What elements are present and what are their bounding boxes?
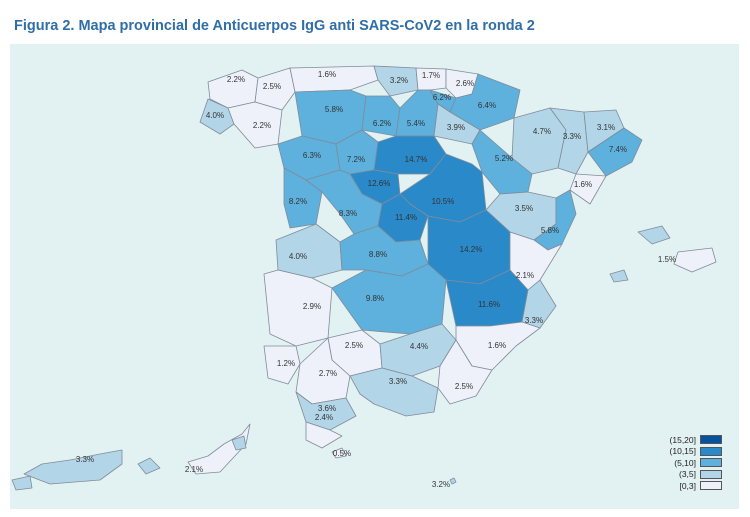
province-region	[263, 269, 333, 347]
map-panel: 2.2% 2.5% 1.6% 3.2% 1.7% 2.6% 4.0% 2.2% 5.8% 6.2%…	[10, 44, 739, 509]
province-region	[23, 449, 123, 485]
province-label: 9.8%	[366, 294, 384, 303]
province-label: 8.8%	[369, 250, 387, 259]
province-label: 2.5%	[455, 382, 473, 391]
province-label: 5.4%	[407, 119, 425, 128]
legend-entry: (3,5]	[656, 469, 726, 481]
province-label: 1.6%	[318, 70, 336, 79]
province-label: 8.2%	[289, 197, 307, 206]
province-region	[395, 89, 439, 137]
province-label: 12.6%	[368, 179, 391, 188]
province-label: 3.1%	[597, 123, 615, 132]
province-label: 0.5%	[333, 449, 351, 458]
legend-swatch	[700, 458, 722, 468]
island-shape	[231, 435, 247, 451]
province-label: 5.8%	[541, 226, 559, 235]
province-region	[289, 65, 379, 93]
province-label: 6.2%	[433, 93, 451, 102]
province-label: 6.4%	[478, 101, 496, 110]
legend-entry: (15,20]	[656, 434, 726, 446]
province-label: 2.5%	[263, 82, 281, 91]
province-region	[569, 173, 607, 205]
province-label: 1.6%	[488, 341, 506, 350]
province-label: 2.5%	[345, 341, 363, 350]
province-label: 3.5%	[515, 204, 533, 213]
province-region	[305, 421, 343, 449]
province-region	[349, 367, 439, 417]
province-label: 7.4%	[609, 145, 627, 154]
legend-entry: [0,3]	[656, 480, 726, 492]
province-region	[199, 98, 235, 135]
province-label: 2.1%	[185, 465, 203, 474]
figure-title: Figura 2. Mapa provincial de Anticuerpos…	[14, 18, 535, 34]
province-label: 2.7%	[319, 369, 337, 378]
province-label: 11.6%	[478, 300, 500, 309]
legend-swatch	[700, 469, 722, 479]
province-label: 5.2%	[495, 154, 513, 163]
province-label: 14.7%	[405, 155, 428, 164]
province-label: 7.2%	[347, 155, 365, 164]
province-region	[263, 345, 301, 385]
province-region	[339, 225, 429, 277]
province-region	[673, 247, 717, 273]
province-label: 2.2%	[227, 75, 245, 84]
province-label: 11.4%	[395, 213, 417, 222]
legend-label: (3,5]	[678, 469, 696, 480]
province-label: 2.9%	[303, 302, 321, 311]
province-label: 4.0%	[289, 252, 307, 261]
province-label: 4.4%	[410, 342, 428, 351]
province-region	[373, 65, 419, 97]
province-label: 14.2%	[460, 245, 483, 254]
province-label: 1.6%	[574, 180, 592, 189]
legend-swatch	[700, 435, 722, 445]
province-region	[415, 67, 447, 91]
island-shape	[11, 475, 33, 491]
province-label: 3.2%	[432, 480, 450, 489]
province-label: 8.3%	[339, 209, 357, 218]
province-region	[275, 223, 343, 279]
legend-label: (10,15]	[669, 446, 696, 457]
island-shape	[137, 457, 161, 475]
province-label: 4.7%	[533, 127, 551, 136]
province-region	[437, 339, 493, 405]
map-legend: (15,20] (10,15] (5,10] (3,5] [0,3]	[656, 434, 726, 492]
province-label: 6.2%	[373, 119, 391, 128]
legend-label: (5,10]	[674, 457, 696, 468]
province-label: 2.2%	[253, 121, 271, 130]
legend-label: (15,20]	[669, 434, 696, 445]
legend-entry: (10,15]	[656, 446, 726, 458]
province-label: 2.4%	[315, 413, 333, 422]
legend-swatch	[700, 446, 722, 456]
province-map: 2.2% 2.5% 1.6% 3.2% 1.7% 2.6% 4.0% 2.2% 5.8% 6.2%…	[11, 65, 717, 491]
province-region	[449, 477, 457, 485]
province-label: 3.3%	[563, 132, 581, 141]
province-label: 3.9%	[447, 123, 465, 132]
province-label: 1.2%	[277, 359, 295, 368]
legend-swatch	[700, 481, 722, 491]
province-label: 2.6%	[456, 79, 474, 88]
province-label: 6.3%	[303, 151, 321, 160]
province-label: 3.3%	[76, 455, 94, 464]
island-shape	[637, 225, 671, 245]
province-label: 2.1%	[516, 271, 534, 280]
legend-entry: (5,10]	[656, 457, 726, 469]
province-region	[331, 263, 447, 335]
province-label: 5.8%	[325, 105, 343, 114]
province-region	[331, 447, 347, 459]
province-region	[361, 95, 401, 137]
province-label: 3.3%	[525, 316, 543, 325]
province-label: 10.5%	[432, 197, 455, 206]
province-label: 4.0%	[206, 111, 224, 120]
province-region	[471, 129, 533, 195]
province-label: 1.7%	[422, 71, 440, 80]
island-shape	[609, 269, 629, 283]
province-label: 1.5%	[658, 255, 676, 264]
legend-label: [0,3]	[679, 480, 696, 491]
province-label: 3.3%	[389, 377, 407, 386]
province-label: 3.2%	[390, 76, 408, 85]
province-label: 3.6%	[318, 404, 336, 413]
province-region	[187, 423, 251, 475]
province-region	[254, 67, 296, 111]
